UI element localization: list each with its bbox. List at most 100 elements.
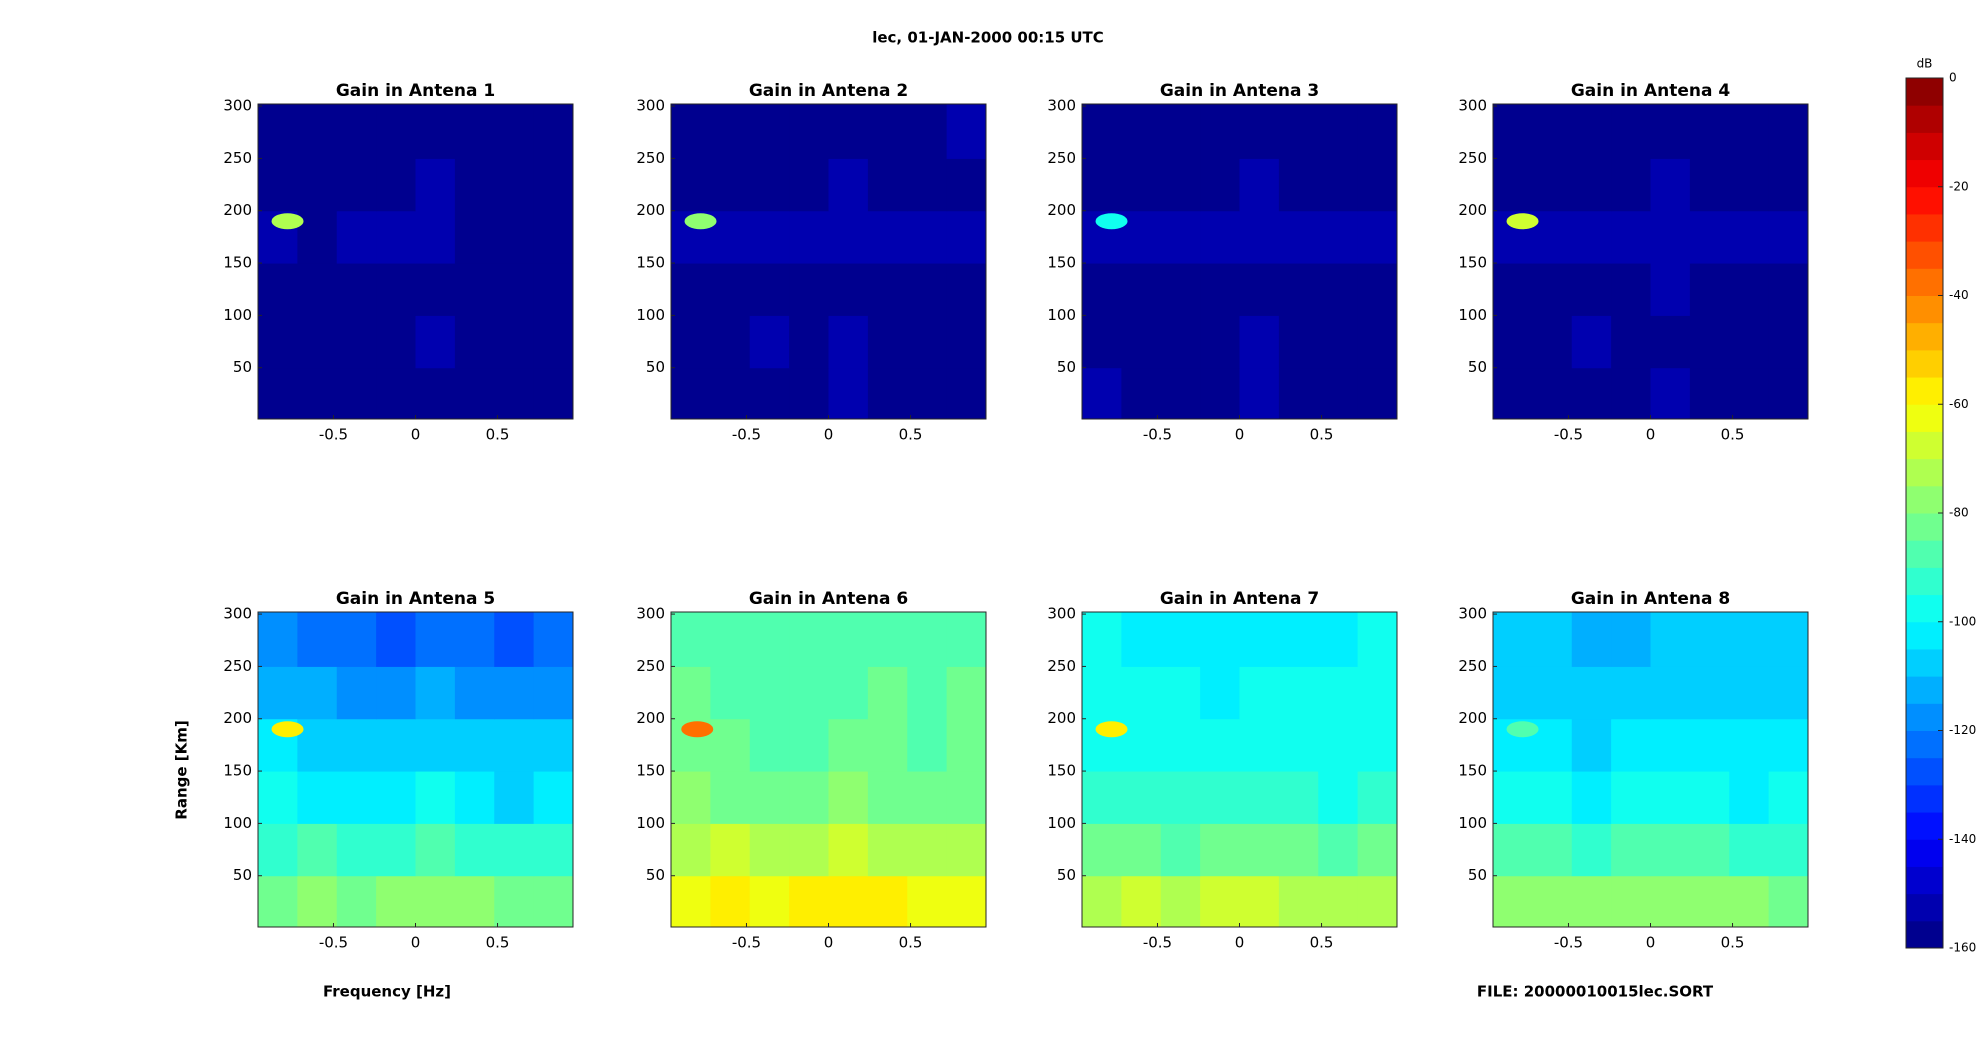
echo	[271, 213, 304, 230]
colorbar-level	[1906, 594, 1943, 623]
panel-title: Gain in Antena 6	[749, 589, 908, 609]
heatmap-cell	[1493, 367, 1533, 420]
heatmap-cell	[1729, 771, 1770, 824]
y-tick-label: 100	[636, 814, 665, 832]
heatmap-cell	[828, 210, 869, 264]
heatmap-cell	[1611, 612, 1651, 667]
heatmap-cell	[828, 875, 869, 928]
heatmap-cell	[1532, 315, 1573, 369]
heatmap-cell	[376, 210, 416, 264]
y-tick-label: 300	[636, 605, 665, 623]
heatmap-cell	[1571, 104, 1612, 159]
colorbar-level	[1906, 458, 1943, 487]
heatmap-cell	[1768, 210, 1809, 264]
heatmap-cell	[789, 210, 829, 264]
heatmap-cell	[1729, 875, 1770, 928]
heatmap-cell	[1493, 666, 1533, 720]
heatmap-cell	[1650, 666, 1691, 720]
heatmap-cell	[415, 158, 456, 212]
heatmap-cell	[710, 666, 751, 720]
y-tick-label: 50	[1057, 358, 1076, 376]
x-tick-label: 0.5	[1310, 426, 1334, 444]
heatmap-cell	[1611, 158, 1651, 212]
heatmap-cell	[415, 210, 456, 264]
heatmap-cell	[494, 315, 535, 369]
y-tick-label: 150	[636, 254, 665, 272]
heatmap-cell	[415, 315, 456, 369]
heatmap-cell	[415, 104, 456, 159]
heatmap-cell	[828, 158, 869, 212]
heatmap-cell	[789, 158, 829, 212]
y-tick-label: 300	[1047, 97, 1076, 115]
heatmap-cell	[671, 771, 711, 824]
x-tick-label: -0.5	[319, 426, 348, 444]
heatmap-cell	[1571, 612, 1612, 667]
colorbar-level	[1906, 377, 1943, 405]
heatmap-cell	[336, 263, 377, 316]
heatmap-cell	[1121, 875, 1162, 928]
heatmap-cell	[415, 823, 456, 877]
heatmap-cell	[828, 367, 869, 420]
heatmap-cell	[494, 104, 535, 159]
heatmap-cell	[946, 875, 987, 928]
heatmap-cell	[1160, 263, 1201, 316]
heatmap-cell	[1357, 367, 1398, 420]
x-axis-label: Frequency [Hz]	[323, 983, 451, 1001]
y-tick-label: 150	[1458, 254, 1487, 272]
heatmap-cell	[258, 367, 298, 420]
y-tick-label: 50	[646, 866, 665, 884]
heatmap-cell	[789, 367, 829, 420]
heatmap-cell	[297, 315, 338, 369]
x-tick-label: 0	[824, 426, 834, 444]
heatmap-cell	[1121, 158, 1162, 212]
heatmap-cell	[1493, 263, 1533, 316]
heatmap-cell	[1532, 875, 1573, 928]
colorbar-level	[1906, 757, 1943, 786]
heatmap-cell	[533, 875, 574, 928]
heatmap-cell	[533, 263, 574, 316]
x-tick-label: -0.5	[1554, 426, 1583, 444]
heatmap-cell	[454, 875, 495, 928]
heatmap-cell	[789, 666, 829, 720]
colorbar-level	[1906, 349, 1943, 378]
heatmap-cell	[710, 210, 751, 264]
heatmap-cell	[1082, 612, 1122, 667]
heatmap-cell	[1729, 823, 1770, 877]
heatmap-cell	[533, 612, 574, 667]
heatmap-cell	[1650, 771, 1691, 824]
colorbar-level	[1906, 920, 1943, 949]
heatmap-cell	[258, 104, 298, 159]
heatmap-cell	[1532, 823, 1573, 877]
colorbar-level	[1906, 78, 1943, 106]
colorbar-tick-label: -160	[1949, 941, 1976, 955]
heatmap-cell	[376, 315, 416, 369]
heatmap-cell	[297, 718, 338, 772]
heatmap-cell	[1650, 158, 1691, 212]
y-tick-label: 50	[1057, 866, 1076, 884]
heatmap-cell	[376, 718, 416, 772]
x-tick-label: 0	[411, 426, 421, 444]
x-tick-label: 0.5	[1721, 426, 1745, 444]
x-tick-label: 0.5	[486, 934, 510, 952]
x-tick-label: 0.5	[1721, 934, 1745, 952]
heatmap-cell	[1729, 367, 1770, 420]
heatmap-cell	[1200, 666, 1240, 720]
heatmap-cell	[1318, 367, 1359, 420]
heatmap-cell	[1650, 718, 1691, 772]
heatmap-cell	[671, 666, 711, 720]
heatmap-cell	[494, 771, 535, 824]
y-tick-label: 300	[223, 97, 252, 115]
heatmap-cell	[376, 104, 416, 159]
y-tick-label: 100	[223, 814, 252, 832]
heatmap-cell	[1768, 263, 1809, 316]
heatmap-cell	[336, 612, 377, 667]
heatmap-cell	[1493, 104, 1533, 159]
heatmap-cell	[710, 612, 751, 667]
heatmap-cell	[710, 263, 751, 316]
heatmap-cell	[1278, 210, 1319, 264]
heatmap-cell	[1278, 718, 1319, 772]
heatmap-cell	[1571, 823, 1612, 877]
heatmap-cell	[1239, 210, 1280, 264]
heatmap-cell	[1121, 104, 1162, 159]
y-tick-label: 250	[636, 149, 665, 167]
